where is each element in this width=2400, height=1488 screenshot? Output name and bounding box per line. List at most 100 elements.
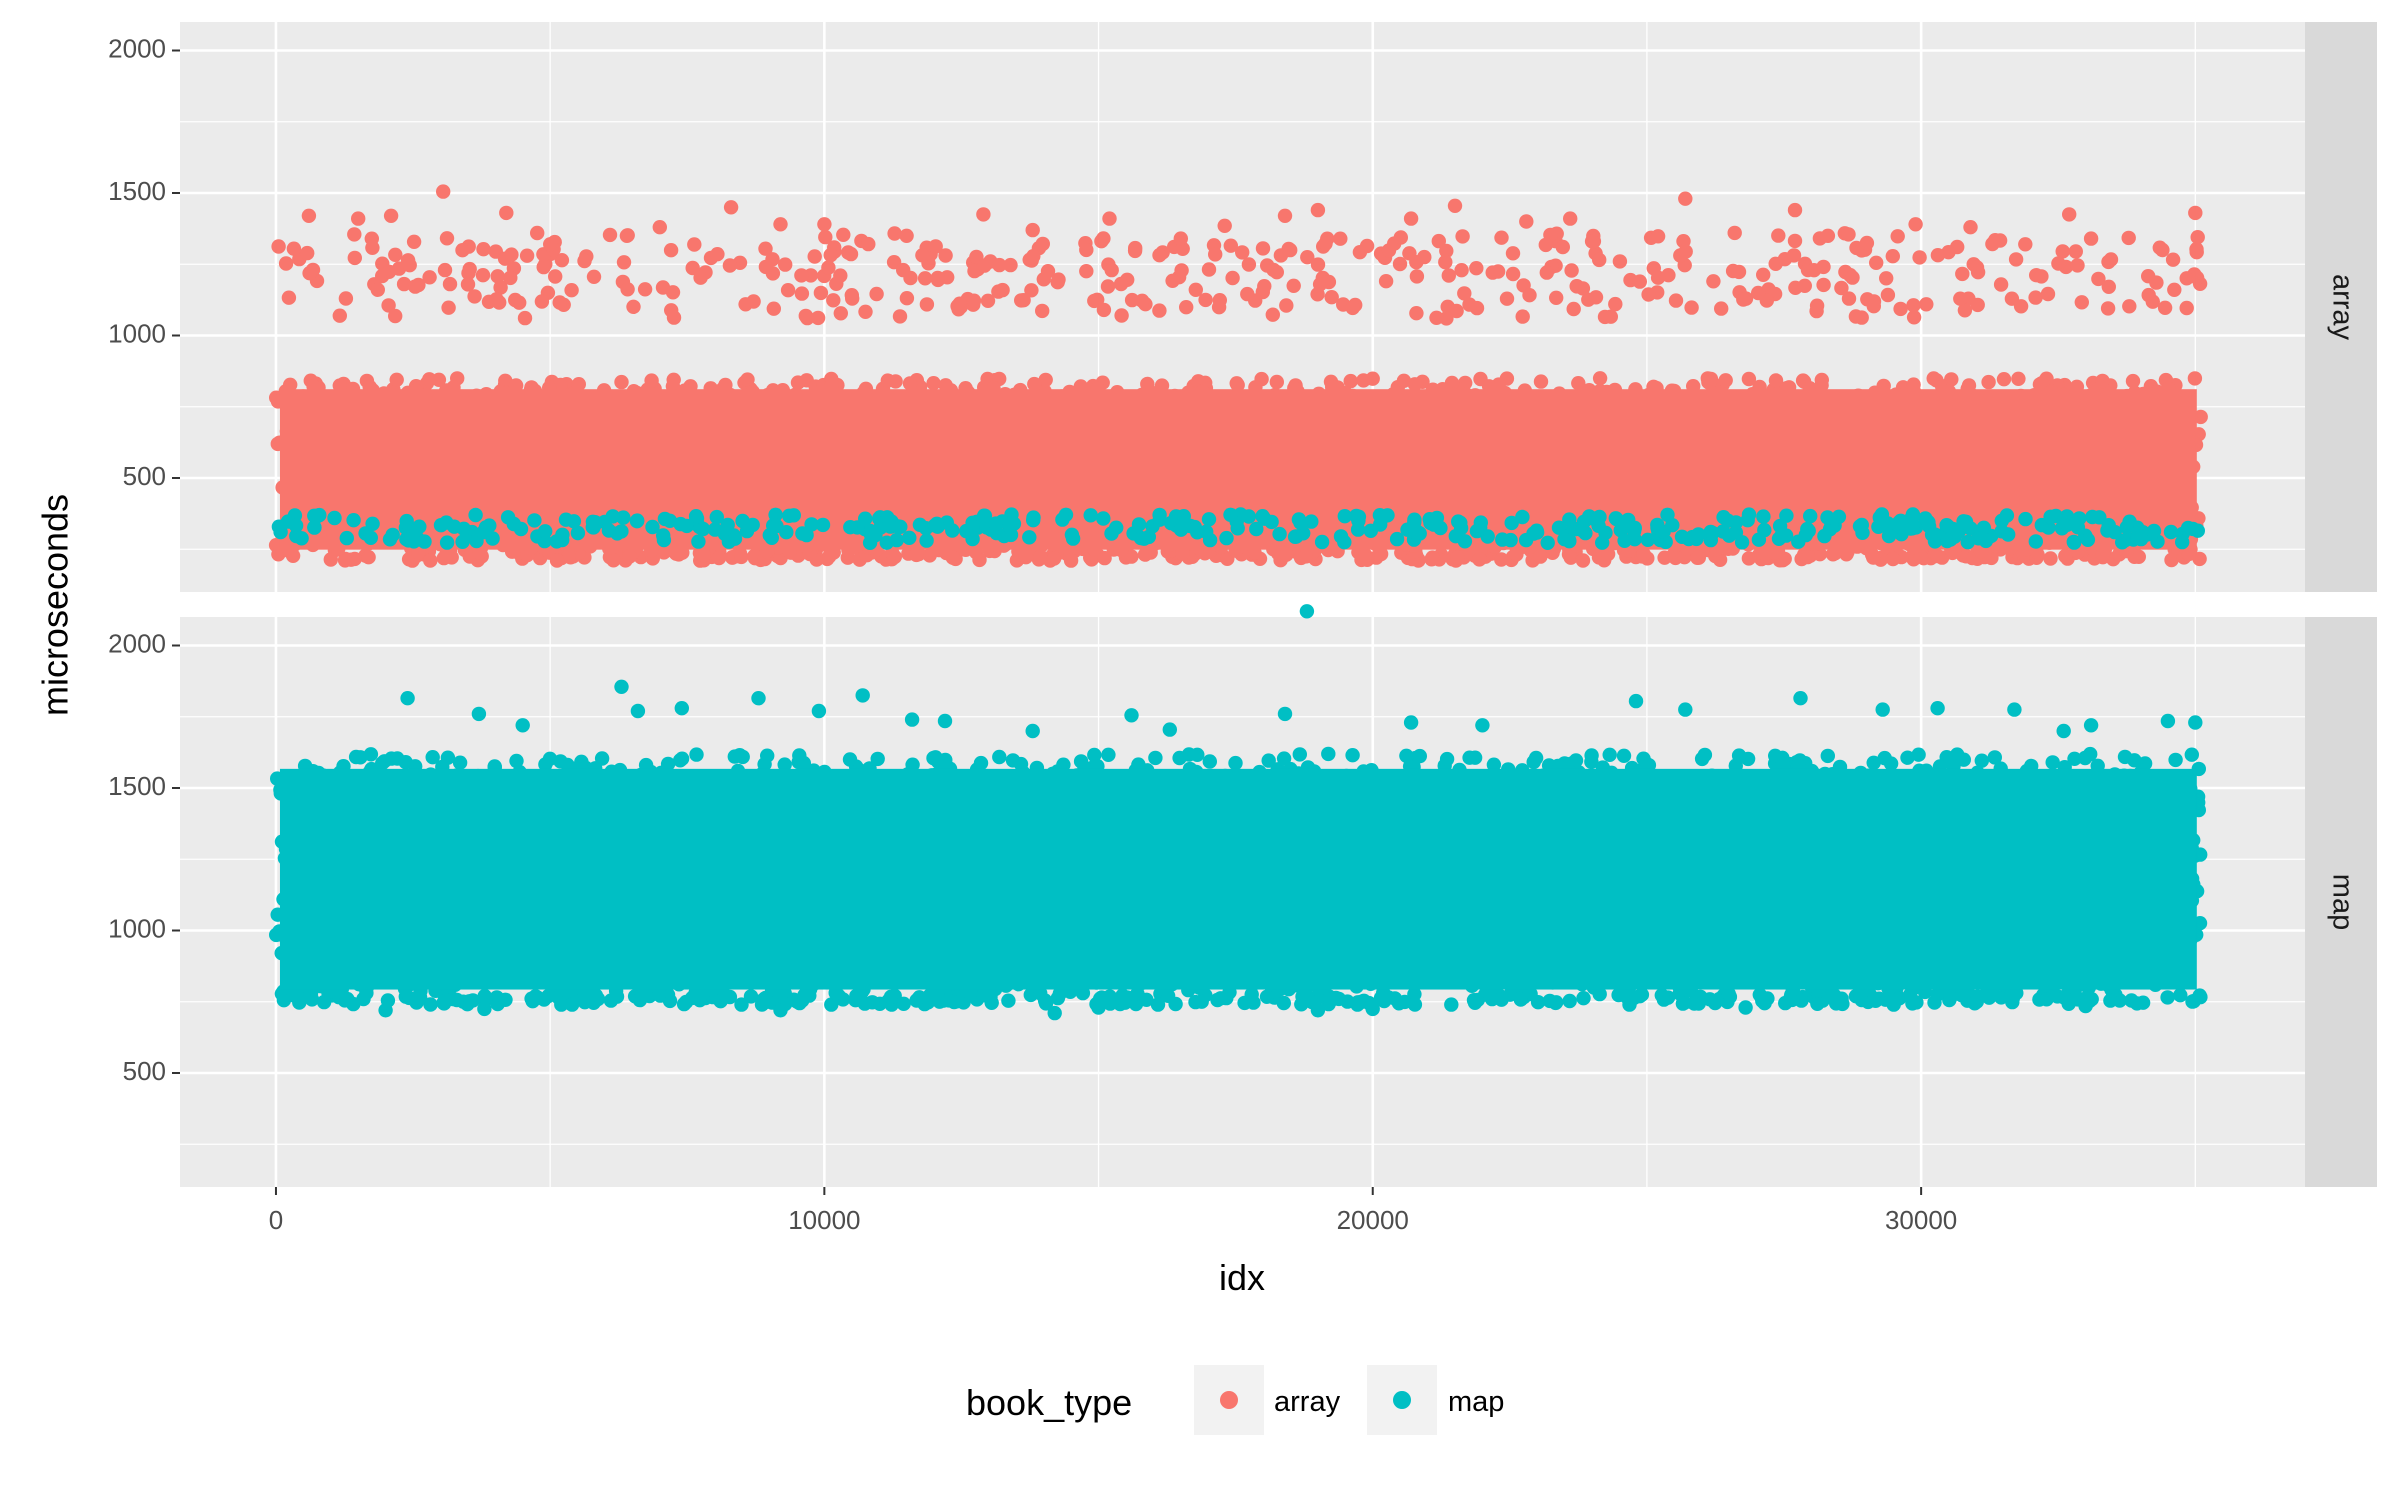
data-point: [382, 265, 396, 279]
data-point: [1540, 265, 1554, 279]
data-point: [822, 549, 836, 563]
data-point: [758, 242, 772, 256]
data-point: [918, 271, 932, 285]
data-point: [1841, 227, 1855, 241]
data-point: [1953, 292, 1967, 306]
data-point: [1556, 240, 1570, 254]
data-point: [348, 251, 362, 265]
data-point: [1845, 270, 1859, 284]
data-point: [1079, 264, 1093, 278]
data-point: [1816, 278, 1830, 292]
data-point: [920, 297, 934, 311]
data-point: [861, 237, 875, 251]
data-point: [1440, 752, 1454, 766]
data-point: [1971, 265, 1985, 279]
data-point: [1800, 550, 1814, 564]
data-point: [1064, 553, 1078, 567]
data-point: [1240, 287, 1254, 301]
data-point: [821, 260, 835, 274]
data-point: [1608, 297, 1622, 311]
data-point: [1225, 271, 1239, 285]
data-point: [1702, 376, 1716, 390]
data-point: [1609, 512, 1623, 526]
data-point: [1567, 302, 1581, 316]
data-point: [520, 249, 534, 263]
data-point: [1719, 373, 1733, 387]
outlier-point: [1963, 220, 1977, 234]
outlier-point: [1448, 199, 1462, 213]
y-tick-label: 1500: [108, 176, 166, 206]
data-point: [1598, 310, 1612, 324]
data-point: [388, 248, 402, 262]
outlier-point: [1585, 234, 1599, 248]
data-point: [2028, 290, 2042, 304]
data-point: [1256, 241, 1270, 255]
data-point: [977, 258, 991, 272]
data-point: [1603, 748, 1617, 762]
outlier-point: [1678, 192, 1692, 206]
data-point: [1432, 234, 1446, 248]
data-point: [1469, 261, 1483, 275]
data-point: [1912, 250, 1926, 264]
data-point: [1394, 230, 1408, 244]
data-point: [1454, 263, 1468, 277]
y-tick-label: 1000: [108, 318, 166, 348]
data-point: [1869, 256, 1883, 270]
data-point: [1516, 309, 1530, 323]
data-point: [1866, 550, 1880, 564]
data-point: [1287, 279, 1301, 293]
outlier-point: [351, 211, 365, 225]
data-point: [1576, 553, 1590, 567]
data-point: [2122, 231, 2136, 245]
data-point: [691, 534, 705, 548]
data-point: [950, 299, 964, 313]
data-point: [1242, 257, 1256, 271]
data-point: [1318, 236, 1332, 250]
data-point: [664, 243, 678, 257]
data-point: [550, 553, 564, 567]
outlier-point: [543, 237, 557, 251]
data-point: [1651, 271, 1665, 285]
data-point: [903, 271, 917, 285]
data-point: [614, 375, 628, 389]
data-point: [422, 270, 436, 284]
data-point: [553, 295, 567, 309]
outlier-point: [1174, 231, 1188, 245]
data-point: [1756, 268, 1770, 282]
data-point: [1506, 246, 1520, 260]
data-point: [1881, 288, 1895, 302]
data-point: [759, 260, 773, 274]
data-point: [2158, 301, 2172, 315]
data-point: [2168, 753, 2182, 767]
data-point: [1879, 271, 1893, 285]
data-point: [1333, 232, 1347, 246]
data-point: [1494, 231, 1508, 245]
data-point: [408, 279, 422, 293]
outlier-point: [1311, 203, 1325, 217]
data-point: [1593, 371, 1607, 385]
data-point: [504, 247, 518, 261]
data-point: [279, 256, 293, 270]
data-point: [461, 277, 475, 291]
data-point: [1860, 236, 1874, 250]
data-point: [1906, 298, 1920, 312]
outlier-point: [724, 200, 738, 214]
data-point: [710, 247, 724, 261]
data-point: [1891, 229, 1905, 243]
data-point: [617, 255, 631, 269]
data-point: [1047, 551, 1061, 565]
data-point: [1036, 237, 1050, 251]
data-point: [2180, 301, 2194, 315]
data-point: [900, 291, 914, 305]
outlier-point: [2188, 206, 2202, 220]
data-point: [858, 305, 872, 319]
data-point: [1203, 754, 1217, 768]
outlier-point: [384, 209, 398, 223]
data-point: [1022, 530, 1036, 544]
data-point: [1997, 372, 2011, 386]
data-point: [791, 375, 805, 389]
data-point: [1097, 551, 1111, 565]
data-point: [1788, 234, 1802, 248]
